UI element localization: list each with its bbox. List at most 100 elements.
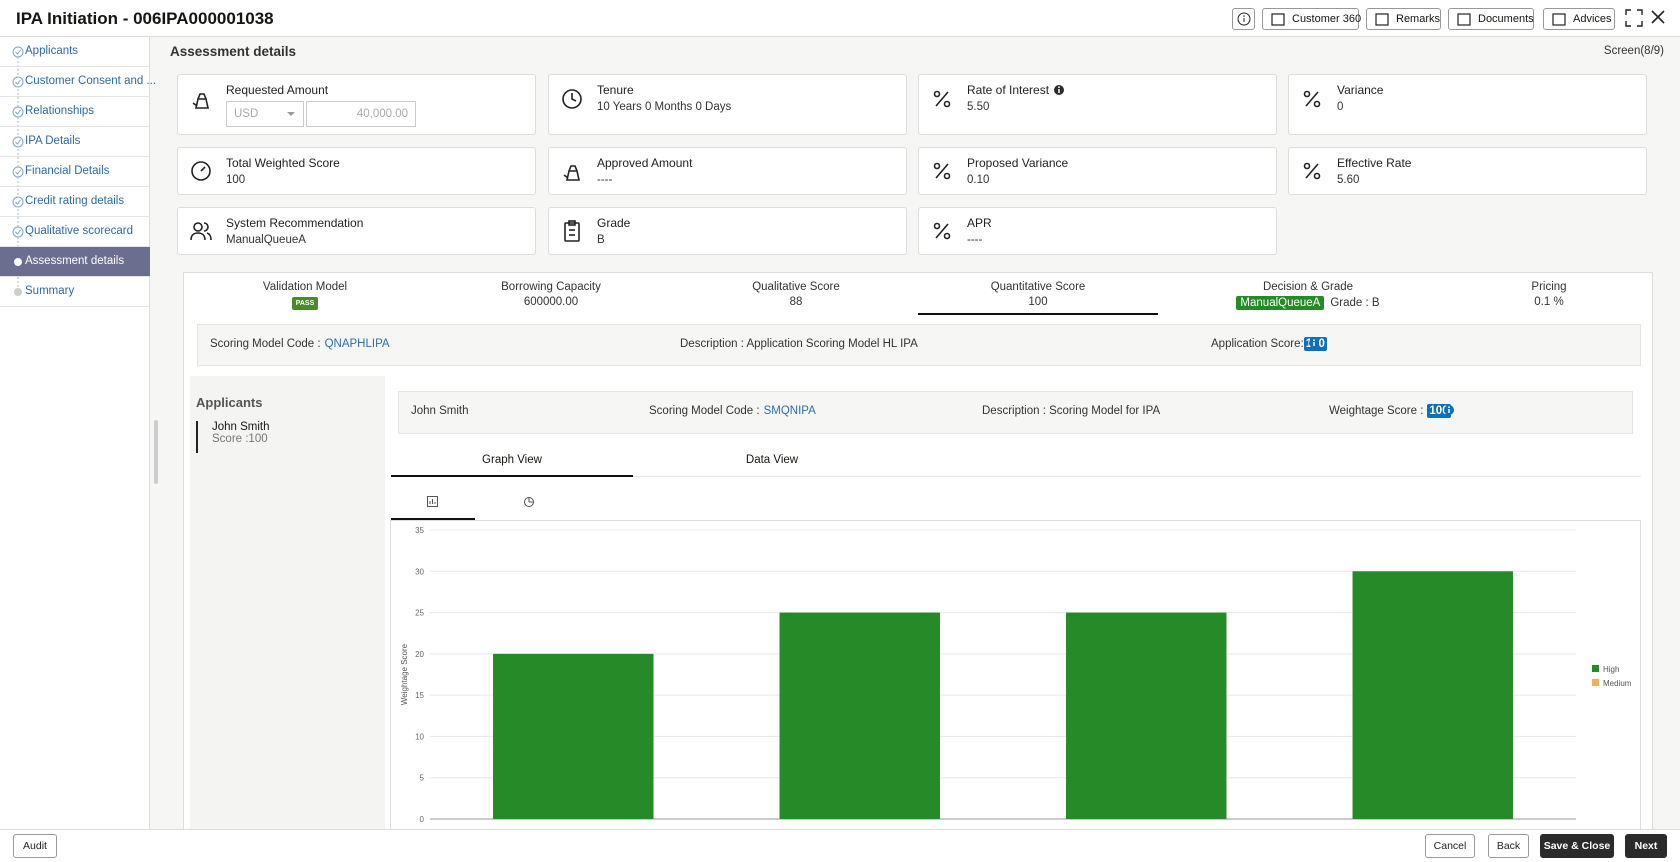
pass-badge: PASS [291,297,319,310]
footer-button[interactable]: Audit [13,834,57,858]
sidebar-step[interactable]: IPA Details [0,127,150,157]
applicant-detail: John Smith Scoring Model Code : SMQNIPA Des… [398,391,1633,434]
score-tab[interactable]: Decision & Grade ManualQueueA Grade : B [1188,281,1428,315]
score-number: 100 [1028,296,1048,308]
info-card: System Recommendation ManualQueueA [177,207,536,255]
button-icon [1271,13,1285,26]
card-label: Requested Amount [226,83,329,97]
sidebar-step[interactable]: Customer Consent and ... [0,67,156,97]
info-card: Requested Amount USD 40,000.00 [177,74,536,135]
amount: 40,000.00 [356,108,408,120]
step-label: Assessment details [25,255,125,267]
y-tick-label: 15 [415,691,424,700]
card-icon [933,162,951,180]
bar [493,653,654,819]
info-card: Proposed Variance 0.10 [918,147,1277,195]
info-icon [1444,405,1454,415]
step-label: Summary [25,285,75,297]
section-title: Assessment details [170,44,297,59]
score-label: Quantitative Score [990,281,1086,293]
label: Weightage Score : [1329,405,1424,417]
sidebar-step[interactable]: Summary [0,277,150,307]
applicants-title: Applicants [196,395,263,410]
chart-type-tab[interactable] [391,492,475,520]
sidebar-step[interactable]: Qualitative scorecard [0,217,150,247]
header-button[interactable]: Remarks [1366,8,1441,30]
score-number: 88 [789,296,803,308]
footer-button[interactable]: Cancel [1425,834,1475,858]
scoring-model-row: Scoring Model Code : QNAPHLIPA Description… [197,324,1641,366]
card-icon [562,89,582,109]
applicant-item[interactable]: John Smith Score :100 [196,421,270,453]
info-button[interactable] [1232,8,1255,30]
card-icon [191,161,211,181]
header-button[interactable]: Documents [1448,8,1534,30]
button-icon [1552,13,1566,26]
header-button[interactable]: Customer 360 [1262,8,1361,30]
currency-select[interactable]: USD [226,101,304,127]
button-icon [1457,13,1471,26]
score-number: 600000.00 [523,296,579,308]
model-code: Scoring Model Code : QNAPHLIPA [210,338,390,350]
model-description: Description : Application Scoring Model … [680,338,918,350]
step-label: Relationships [25,105,95,117]
footer-button[interactable]: Back [1488,834,1529,858]
label: Application Score: [1211,338,1304,350]
sidebar-step[interactable]: Financial Details [0,157,150,187]
score-tab[interactable]: Borrowing Capacity 600000.00 [431,281,671,315]
legend-label: High [1603,665,1619,674]
score-tab[interactable]: Qualitative Score 88 [676,281,916,315]
detail-name: John Smith [411,405,469,417]
info-card: Tenure 10 Years 0 Months 0 Days [548,74,907,135]
info-card: Grade B [548,207,907,255]
button-icon [1375,13,1389,26]
view-tab[interactable]: Graph View [391,454,633,477]
y-axis-label: Weightage Score [400,643,409,705]
detail-description: Description : Scoring Model for IPA [982,405,1160,417]
step-marker [12,226,24,238]
score-value: 88 [676,296,916,308]
card-label: Total Weighted Score [226,156,340,170]
card-value: 0 [1337,101,1344,113]
score-value: 0.1 % [1429,296,1669,308]
sidebar-step[interactable]: Credit rating details [0,187,150,217]
header-button[interactable]: Advices [1543,8,1615,30]
score-tab[interactable]: Quantitative Score 100 [918,281,1158,315]
pie-icon [524,497,534,507]
score-tab[interactable]: Pricing 0.1 % [1429,281,1669,315]
grade: Grade : B [1330,297,1380,309]
sidebar: Applicants Customer Consent and ... Relati… [0,37,156,829]
card-value: 0.10 [967,174,990,186]
card-label: Effective Rate [1337,156,1412,170]
info-icon [1237,12,1251,26]
y-tick-label: 25 [415,609,424,618]
score-value: ManualQueueA Grade : B [1188,296,1428,310]
score-label: Qualitative Score [752,281,840,293]
detail-code: Scoring Model Code : SMQNIPA [649,405,816,417]
amount-input[interactable]: 40,000.00 [306,101,416,127]
score-tab[interactable]: Validation Model PASS [185,281,425,315]
footer-button[interactable]: Save & Close [1540,834,1614,858]
sidebar-step[interactable]: Relationships [0,97,150,127]
sidebar-step[interactable]: Assessment details [0,247,150,277]
card-icon [192,93,209,109]
legend-swatch [1592,665,1599,672]
bar [1066,612,1227,819]
applicant-name: John Smith [212,421,270,433]
score-value: 100 [918,296,1158,308]
sidebar-step[interactable]: Applicants [0,37,150,67]
card-value: B [597,234,605,246]
card-label: Proposed Variance [967,156,1069,170]
card-icon [563,165,580,181]
footer-button[interactable]: Next [1625,834,1667,858]
bar [1352,571,1513,819]
card-label: Approved Amount [597,156,693,170]
card-icon [190,222,212,241]
legend-swatch [1592,679,1599,686]
y-tick-label: 35 [415,526,424,535]
header: IPA Initiation - 006IPA000001038 Customer… [0,0,1680,37]
chart-type-tab[interactable] [475,492,559,520]
view-tab[interactable]: Data View [745,454,799,466]
info-card: Total Weighted Score 100 [177,147,536,195]
card-label: Tenure [597,83,634,97]
